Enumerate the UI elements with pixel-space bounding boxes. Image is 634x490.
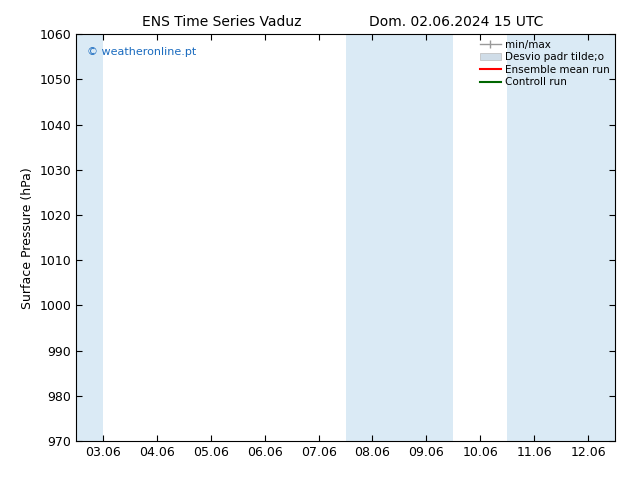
Bar bbox=[346, 34, 399, 441]
Legend: min/max, Desvio padr tilde;o, Ensemble mean run, Controll run: min/max, Desvio padr tilde;o, Ensemble m… bbox=[478, 37, 612, 89]
Bar bbox=[399, 34, 453, 441]
Bar bbox=[507, 34, 561, 441]
Bar bbox=[76, 34, 103, 441]
Text: ENS Time Series Vaduz: ENS Time Series Vaduz bbox=[142, 15, 302, 29]
Bar bbox=[561, 34, 615, 441]
Text: © weatheronline.pt: © weatheronline.pt bbox=[87, 47, 196, 56]
Text: Dom. 02.06.2024 15 UTC: Dom. 02.06.2024 15 UTC bbox=[369, 15, 544, 29]
Y-axis label: Surface Pressure (hPa): Surface Pressure (hPa) bbox=[21, 167, 34, 309]
